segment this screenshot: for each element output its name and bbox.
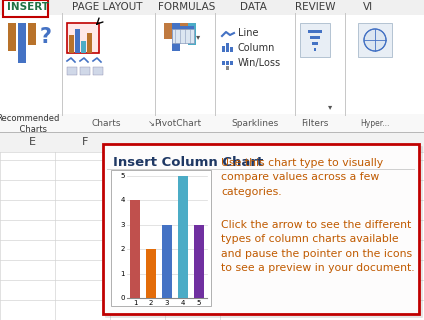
- Bar: [194, 225, 204, 298]
- Bar: [28, 23, 36, 45]
- Text: 1: 1: [133, 300, 137, 306]
- Bar: [308, 30, 322, 33]
- Bar: [314, 48, 316, 51]
- Text: 5: 5: [197, 300, 201, 306]
- Text: Use this chart type to visually
compare values across a few
categories.: Use this chart type to visually compare …: [221, 158, 383, 197]
- Bar: [300, 23, 330, 57]
- Text: Win/Loss: Win/Loss: [238, 58, 281, 68]
- Bar: [111, 170, 211, 306]
- Text: 4: 4: [120, 197, 125, 204]
- Bar: [226, 66, 229, 70]
- Bar: [172, 26, 194, 29]
- Bar: [67, 67, 77, 75]
- Text: 1: 1: [120, 271, 125, 276]
- Text: 5: 5: [120, 173, 125, 179]
- Bar: [162, 225, 172, 298]
- Text: 4: 4: [181, 300, 185, 306]
- FancyBboxPatch shape: [103, 144, 419, 314]
- Text: Recommended
    Charts: Recommended Charts: [0, 114, 60, 134]
- Bar: [178, 176, 188, 298]
- Bar: [222, 61, 225, 65]
- Text: Hyper...: Hyper...: [360, 118, 390, 127]
- Text: Filters: Filters: [301, 118, 329, 127]
- Bar: [295, 13, 296, 116]
- Text: 3: 3: [120, 222, 125, 228]
- Bar: [75, 29, 80, 53]
- Bar: [0, 114, 424, 132]
- Circle shape: [364, 29, 386, 51]
- Text: F: F: [82, 137, 88, 147]
- Bar: [155, 13, 156, 116]
- Bar: [130, 200, 140, 298]
- Bar: [0, 0, 424, 15]
- Text: DATA: DATA: [240, 3, 267, 12]
- FancyBboxPatch shape: [105, 146, 423, 318]
- Bar: [226, 61, 229, 65]
- Bar: [312, 42, 318, 45]
- Text: ▾: ▾: [196, 32, 200, 41]
- Bar: [188, 23, 196, 45]
- Text: REVIEW: REVIEW: [295, 3, 335, 12]
- Text: Charts: Charts: [91, 118, 121, 127]
- Text: INSERT: INSERT: [7, 3, 49, 12]
- Text: Line: Line: [238, 28, 259, 38]
- Bar: [18, 23, 26, 63]
- Bar: [87, 33, 92, 53]
- Text: ?: ?: [40, 27, 52, 47]
- Bar: [222, 46, 225, 52]
- Text: PivotChart: PivotChart: [154, 118, 201, 127]
- Text: E: E: [28, 137, 36, 147]
- Text: Sparklines: Sparklines: [232, 118, 279, 127]
- Bar: [215, 13, 216, 116]
- Bar: [93, 67, 103, 75]
- Bar: [172, 23, 180, 51]
- Bar: [226, 43, 229, 52]
- Text: Insert Column Chart: Insert Column Chart: [113, 156, 263, 169]
- Text: 3: 3: [165, 300, 169, 306]
- Bar: [8, 23, 16, 51]
- Bar: [358, 23, 392, 57]
- Text: 2: 2: [149, 300, 153, 306]
- Bar: [81, 41, 86, 53]
- Text: 0: 0: [120, 295, 125, 301]
- Bar: [0, 15, 424, 132]
- Bar: [0, 132, 424, 152]
- Bar: [80, 67, 90, 75]
- Bar: [146, 249, 156, 298]
- Text: Column: Column: [238, 43, 275, 53]
- Text: Click the arrow to see the different
types of column charts available
and pause : Click the arrow to see the different typ…: [221, 220, 415, 273]
- Bar: [107, 169, 415, 170]
- Bar: [3, 0, 48, 17]
- Text: VI: VI: [363, 3, 373, 12]
- Text: PAGE LAYOUT: PAGE LAYOUT: [72, 3, 142, 12]
- Text: 2: 2: [120, 246, 125, 252]
- Text: ▾: ▾: [328, 102, 332, 111]
- Bar: [230, 47, 233, 52]
- Bar: [62, 13, 63, 116]
- Bar: [230, 61, 233, 65]
- Bar: [69, 35, 74, 53]
- Bar: [172, 29, 194, 43]
- Bar: [0, 133, 424, 320]
- Bar: [310, 36, 320, 39]
- Bar: [0, 132, 424, 133]
- Bar: [67, 23, 99, 53]
- Bar: [180, 23, 188, 35]
- Bar: [345, 13, 346, 116]
- Text: ↘: ↘: [148, 119, 155, 128]
- Bar: [164, 23, 172, 39]
- Text: FORMULAS: FORMULAS: [158, 3, 215, 12]
